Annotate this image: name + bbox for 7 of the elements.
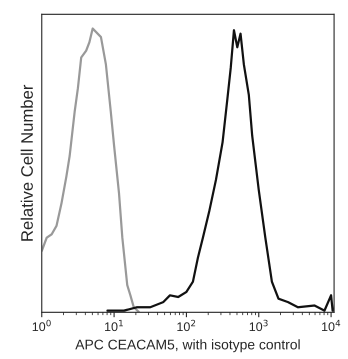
x-tick-label: 10$^{0}$ [32,320,51,332]
x-tick-label: 10$^{2}$ [177,320,196,332]
x-tick-label: 10$^{3}$ [250,320,268,332]
x-tick-label: 10$^{4}$ [322,320,340,332]
x-axis-title: APC CEACAM5, with isotype control [75,339,300,352]
y-axis-title: Relative Cell Number [20,84,33,241]
x-tick-label: 10$^{1}$ [105,320,123,332]
